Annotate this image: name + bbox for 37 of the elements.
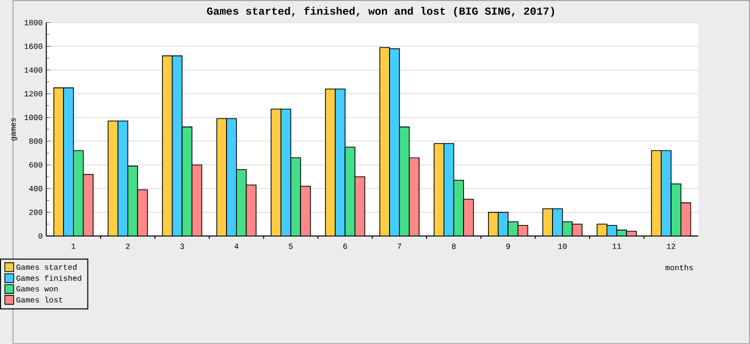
- bar: [216, 118, 228, 236]
- bar: [127, 166, 138, 236]
- bar: [82, 174, 94, 236]
- bar: [53, 87, 64, 236]
- bar: [137, 189, 148, 236]
- bar: [236, 169, 247, 236]
- bar: [379, 47, 390, 236]
- bar: [325, 88, 336, 236]
- bar: [389, 48, 400, 236]
- bar: [290, 157, 302, 236]
- bar: [670, 183, 682, 236]
- bar: [192, 164, 202, 236]
- bar: [108, 120, 118, 236]
- bar: [118, 120, 128, 236]
- bar: [182, 126, 192, 236]
- bar: [354, 176, 366, 236]
- bar: [172, 55, 183, 236]
- bar: [651, 150, 662, 236]
- bar: [73, 150, 84, 236]
- bar: [270, 108, 282, 236]
- bar: [226, 118, 237, 236]
- bar: [444, 143, 454, 236]
- bar: [434, 143, 444, 236]
- bar: [453, 180, 464, 236]
- bar: [162, 55, 173, 236]
- bar: [246, 184, 257, 236]
- bar: [660, 150, 672, 236]
- chart-title: Games started, finished, won and lost (BIG SING, 2017): [207, 6, 554, 17]
- bar: [63, 87, 74, 236]
- bar: [300, 186, 311, 236]
- bar: [680, 202, 692, 236]
- bar: [344, 146, 356, 236]
- bar: [463, 198, 474, 236]
- bar: [280, 108, 292, 236]
- bar: [399, 126, 410, 236]
- bar: [408, 157, 420, 236]
- bar: [334, 88, 346, 236]
